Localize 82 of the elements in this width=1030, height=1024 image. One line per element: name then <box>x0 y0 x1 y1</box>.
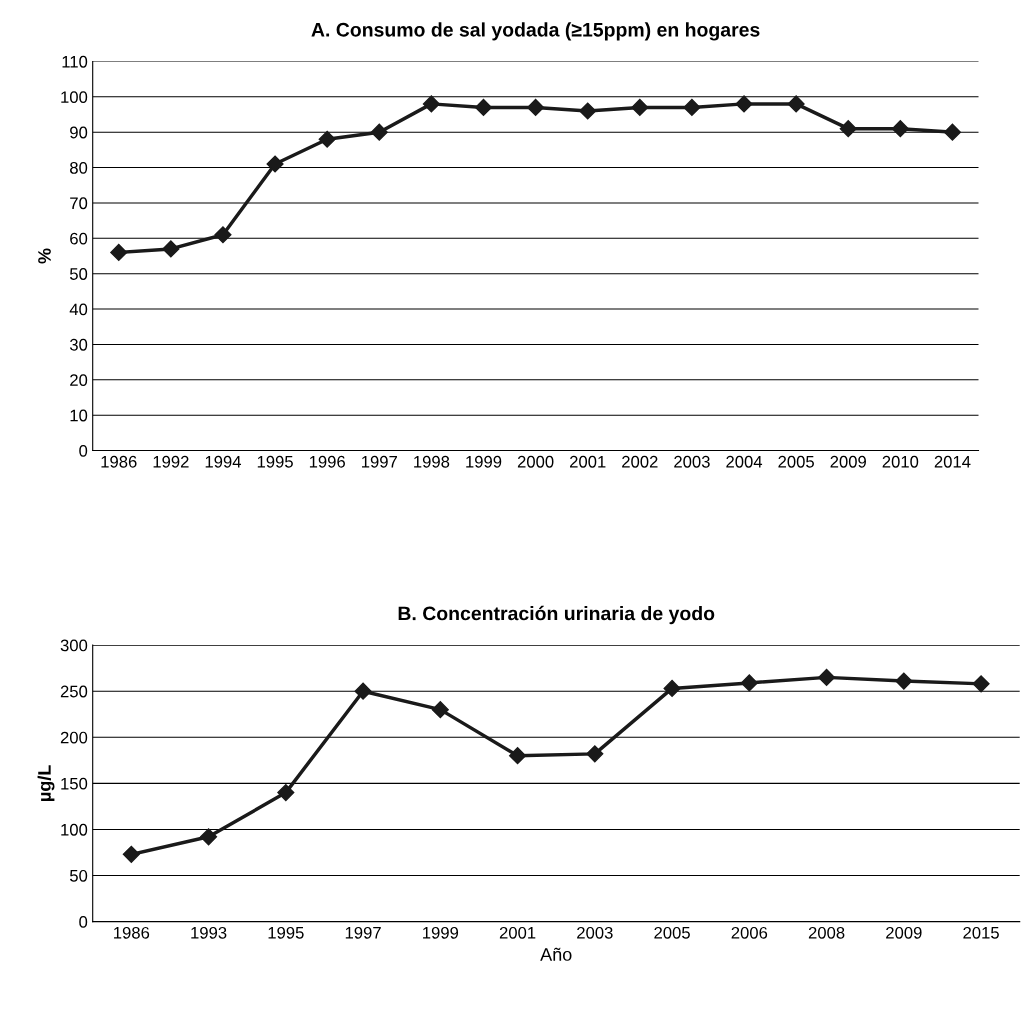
x-tick-label: 2015 <box>963 926 999 939</box>
y-tick-label: 70 <box>70 197 88 210</box>
y-tick-label: 110 <box>62 55 88 68</box>
y-tick-label: 50 <box>69 869 88 882</box>
x-tick-label: 1992 <box>153 455 189 468</box>
x-tick-label: 2001 <box>570 455 606 468</box>
point <box>972 675 990 693</box>
y-axis-title: % <box>38 248 51 264</box>
x-tick-label: 2008 <box>808 926 845 939</box>
y-tick-label: 40 <box>69 303 88 316</box>
x-tick-label: 2004 <box>726 455 763 468</box>
x-tick-label: 1995 <box>257 455 293 468</box>
y-tick-label: 20 <box>70 374 88 387</box>
y-tick-label: 100 <box>61 823 88 836</box>
x-tick-label: 2005 <box>778 455 814 468</box>
x-tick-label: 1994 <box>205 455 242 468</box>
point <box>509 747 527 765</box>
point <box>891 120 909 138</box>
y-tick-label: 10 <box>70 409 88 422</box>
point <box>122 845 140 863</box>
y-axis-title: µg/L <box>37 765 55 801</box>
x-tick-label: 1997 <box>362 455 397 468</box>
point <box>839 120 857 138</box>
point <box>200 828 218 846</box>
point <box>431 701 449 719</box>
point <box>422 95 440 113</box>
point <box>162 240 180 258</box>
x-tick-label: 2010 <box>882 455 919 468</box>
y-tick-label: 80 <box>70 161 88 174</box>
point <box>631 98 649 116</box>
chart-title: B. Concentración urinaria de yodo <box>398 605 715 625</box>
y-tick-label: 300 <box>60 639 88 652</box>
x-tick-label: 2006 <box>731 926 768 939</box>
point <box>740 674 758 692</box>
point <box>266 155 284 173</box>
point <box>586 745 604 763</box>
point <box>895 672 913 690</box>
y-tick-label: 150 <box>61 777 88 790</box>
point <box>110 243 128 262</box>
x-tick-label: 2000 <box>517 455 554 468</box>
x-tick-label: 1995 <box>268 926 304 939</box>
x-tick-label: 2009 <box>886 926 922 939</box>
y-tick-label: 200 <box>60 731 88 744</box>
y-tick-label: 50 <box>69 268 88 280</box>
point <box>663 679 681 697</box>
y-tick-label: 0 <box>79 916 88 928</box>
x-tick-label: 1986 <box>101 455 137 468</box>
point <box>527 98 545 116</box>
point <box>370 123 388 141</box>
x-tick-label: 2014 <box>934 455 971 468</box>
point <box>943 123 961 141</box>
x-tick-label: 1986 <box>114 926 150 939</box>
x-tick-label: 2005 <box>654 926 690 939</box>
y-tick-label: 250 <box>60 685 88 698</box>
x-tick-label: 1997 <box>345 926 381 939</box>
x-tick-label: 2001 <box>499 926 536 939</box>
point <box>474 98 493 116</box>
point <box>354 682 372 700</box>
y-tick-label: 0 <box>79 444 88 457</box>
point <box>579 102 597 120</box>
x-tick-label: 2003 <box>577 926 613 939</box>
chart-title: A. Consumo de sal yodada (≥15ppm) en hogares <box>311 22 760 41</box>
y-tick-label: 100 <box>61 91 88 104</box>
point <box>818 668 836 686</box>
y-tick-label: 60 <box>70 232 88 245</box>
x-tick-label: 2002 <box>622 455 658 468</box>
point <box>787 95 805 113</box>
x-tick-label: 2003 <box>674 455 710 468</box>
y-tick-label: 90 <box>70 126 88 139</box>
x-tick-label: 1996 <box>309 455 345 468</box>
x-tick-label: 1993 <box>191 926 227 939</box>
point <box>277 784 295 802</box>
x-tick-label: 2009 <box>830 455 866 468</box>
x-tick-label: 1999 <box>466 455 502 468</box>
x-tick-label: 1998 <box>414 455 450 468</box>
y-tick-label: 30 <box>69 338 88 351</box>
point <box>214 226 232 244</box>
x-axis-title: Año <box>540 947 572 961</box>
point <box>683 98 701 116</box>
point <box>735 95 753 113</box>
x-tick-label: 1999 <box>423 926 459 939</box>
point <box>318 130 336 148</box>
